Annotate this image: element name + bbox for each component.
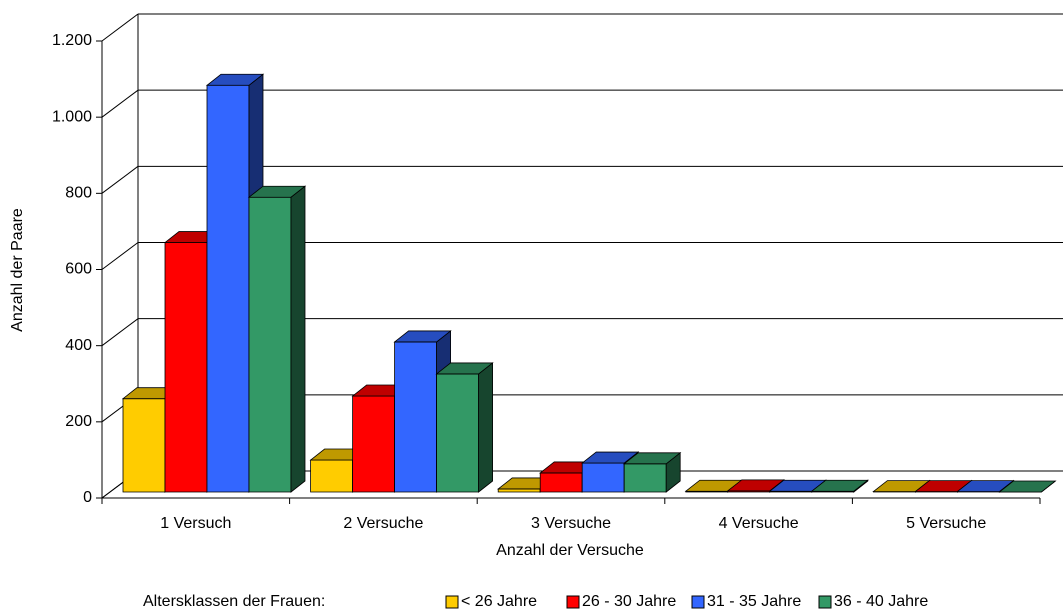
- bar: [810, 479, 869, 493]
- bar-side: [290, 185, 306, 493]
- bar-top: [393, 330, 452, 343]
- x-axis-label: Anzahl der Versuche: [496, 542, 644, 559]
- bar-front: [248, 196, 292, 493]
- bar-top: [435, 362, 494, 375]
- bar-side: [478, 362, 494, 493]
- legend-swatch: [818, 595, 832, 609]
- legend-label: 36 - 40 Jahre: [834, 593, 928, 610]
- bar-top: [998, 480, 1057, 493]
- legend-swatch: [691, 595, 705, 609]
- grid-wall: [101, 165, 139, 194]
- legend-swatch: [445, 595, 459, 609]
- bar-front: [352, 395, 396, 493]
- x-tick-label: 3 Versuche: [531, 515, 611, 532]
- legend-label: < 26 Jahre: [461, 593, 537, 610]
- y-axis-label: Anzahl der Paare: [9, 208, 26, 332]
- bar-top: [810, 479, 869, 492]
- bar-front: [122, 398, 166, 493]
- bar-front: [164, 242, 208, 493]
- bar: [435, 362, 494, 493]
- bar-front: [436, 373, 480, 493]
- bar-front: [206, 84, 250, 493]
- bar-front: [581, 462, 625, 493]
- x-tick-label: 5 Versuche: [906, 515, 986, 532]
- bar-front: [394, 341, 438, 493]
- bar: [998, 480, 1057, 493]
- x-tick-label: 4 Versuche: [719, 515, 799, 532]
- grid-wall: [101, 13, 139, 42]
- x-tick-label: 1 Versuch: [160, 515, 231, 532]
- y-tick-label: 800: [65, 185, 92, 202]
- y-tick-label: 1.200: [52, 32, 92, 49]
- bar-front: [310, 459, 354, 493]
- bar-front: [497, 488, 541, 493]
- y-tick-label: 600: [65, 261, 92, 278]
- y-tick-label: 0: [83, 489, 92, 506]
- bar-top: [581, 451, 640, 464]
- legend-title: Altersklassen der Frauen:: [143, 593, 325, 610]
- legend-label: 26 - 30 Jahre: [582, 593, 676, 610]
- grid-wall: [101, 89, 139, 118]
- x-tick-label: 2 Versuche: [343, 515, 423, 532]
- y-tick-label: 400: [65, 337, 92, 354]
- y-tick-label: 1.000: [52, 108, 92, 125]
- bar: [247, 185, 307, 493]
- bar-front: [623, 463, 667, 493]
- bar-top: [623, 452, 682, 465]
- bar-front: [539, 472, 583, 493]
- legend-swatch: [566, 595, 580, 609]
- grid-wall: [101, 242, 139, 270]
- bar-top: [247, 185, 307, 198]
- legend-label: 31 - 35 Jahre: [707, 593, 801, 610]
- bar-top: [205, 73, 265, 86]
- bar: [623, 451, 682, 493]
- grid-wall: [101, 318, 139, 347]
- y-tick-label: 200: [65, 413, 92, 430]
